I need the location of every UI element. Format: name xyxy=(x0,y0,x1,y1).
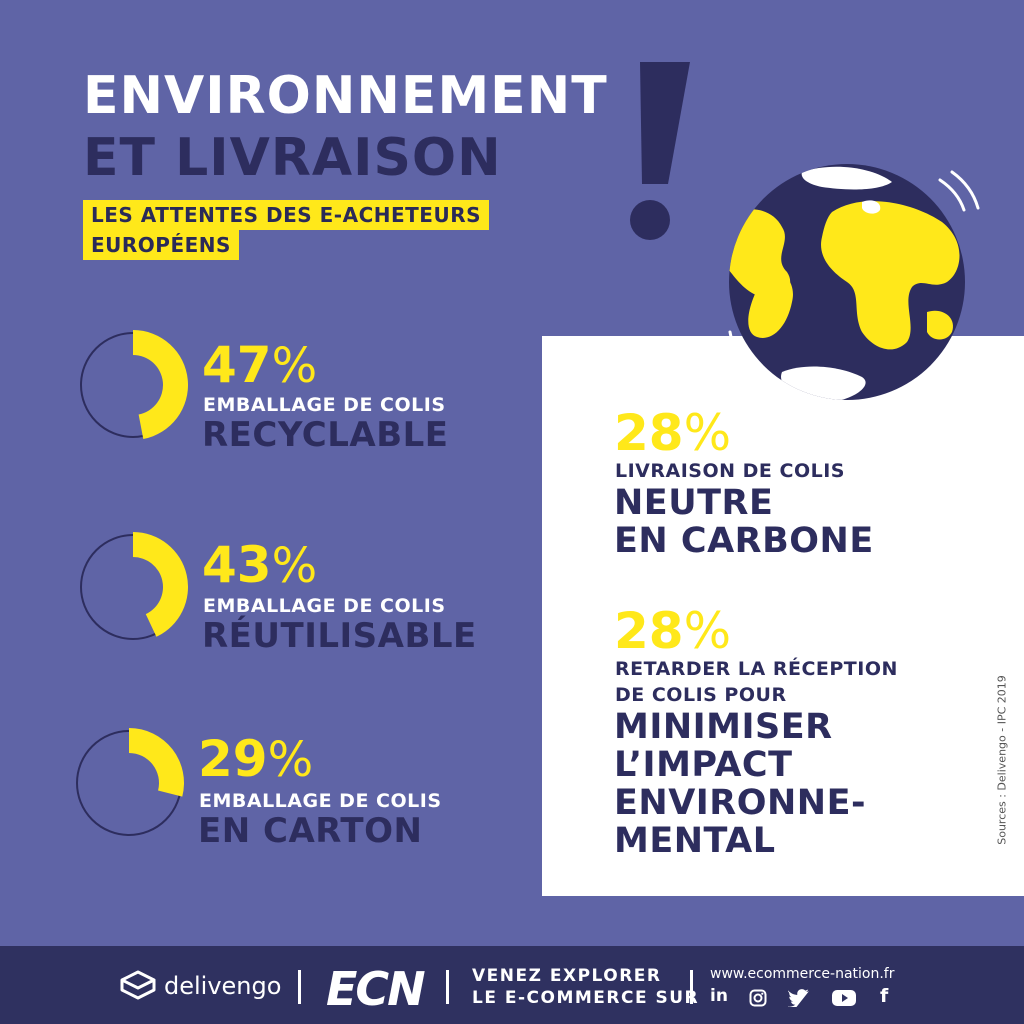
sources-note: Sources : Delivengo - IPC 2019 xyxy=(995,675,1009,845)
stat-highlight-reusable: RÉUTILISABLE xyxy=(202,616,477,656)
subtitle-line-1: LES ATTENTES DES E-ACHETEURS xyxy=(83,200,490,230)
stat-value-delay: 28% xyxy=(614,602,732,660)
progress-ring-reusable xyxy=(80,532,188,640)
stat-highlight-recyclable: RECYCLABLE xyxy=(202,415,449,455)
ecn-logo[interactable]: ECN xyxy=(326,962,426,1016)
twitter-icon[interactable] xyxy=(788,989,810,1007)
stat-label-delay-2: DE COLIS POUR xyxy=(615,684,787,706)
stat-highlight-carbon-1: NEUTRE xyxy=(614,483,774,523)
stat-highlight-delay-3: ENVIRONNE- xyxy=(614,783,867,823)
stat-highlight-carbon-2: EN CARBONE xyxy=(614,521,874,561)
cta-line-2: LE E-COMMERCE SUR xyxy=(472,988,700,1008)
title-line-1: ENVIRONNEMENT xyxy=(83,66,608,126)
stat-value-recyclable: 47% xyxy=(202,336,318,394)
stat-label-reusable: EMBALLAGE DE COLIS xyxy=(203,595,446,617)
footer-separator xyxy=(690,970,693,1004)
stat-highlight-delay-4: MENTAL xyxy=(614,821,776,861)
facebook-icon[interactable]: f xyxy=(880,985,889,1007)
progress-ring-cardboard xyxy=(76,728,184,836)
footer-bar xyxy=(0,946,1024,1024)
title-line-2: ET LIVRAISON xyxy=(83,128,502,188)
stat-label-recyclable: EMBALLAGE DE COLIS xyxy=(203,394,446,416)
stat-label-carbon: LIVRAISON DE COLIS xyxy=(615,460,845,482)
exclamation-icon xyxy=(630,62,690,240)
stat-value-carbon: 28% xyxy=(614,404,732,462)
delivengo-logo-icon xyxy=(120,970,156,1000)
youtube-icon[interactable] xyxy=(832,989,856,1007)
cta-line-1: VENEZ EXPLORER xyxy=(472,966,662,986)
delivengo-logo-text[interactable]: delivengo xyxy=(164,972,282,1000)
stat-label-delay-1: RETARDER LA RÉCEPTION xyxy=(615,658,898,680)
stat-label-cardboard: EMBALLAGE DE COLIS xyxy=(199,790,442,812)
stat-value-cardboard: 29% xyxy=(198,730,314,788)
highlight-panel xyxy=(542,336,1024,896)
stat-highlight-cardboard: EN CARTON xyxy=(198,811,423,851)
stat-highlight-delay-2: L’IMPACT xyxy=(614,745,793,785)
linkedin-icon[interactable]: in xyxy=(710,986,728,1006)
stat-highlight-delay-1: MINIMISER xyxy=(614,707,833,747)
subtitle-line-2: EUROPÉENS xyxy=(83,230,239,260)
stat-value-reusable: 43% xyxy=(202,536,318,594)
instagram-icon[interactable] xyxy=(749,989,767,1007)
progress-ring-recyclable xyxy=(80,330,188,440)
footer-separator xyxy=(298,970,301,1004)
footer-separator xyxy=(446,970,449,1004)
website-link[interactable]: www.ecommerce-nation.fr xyxy=(710,966,895,982)
globe-icon xyxy=(728,164,980,400)
